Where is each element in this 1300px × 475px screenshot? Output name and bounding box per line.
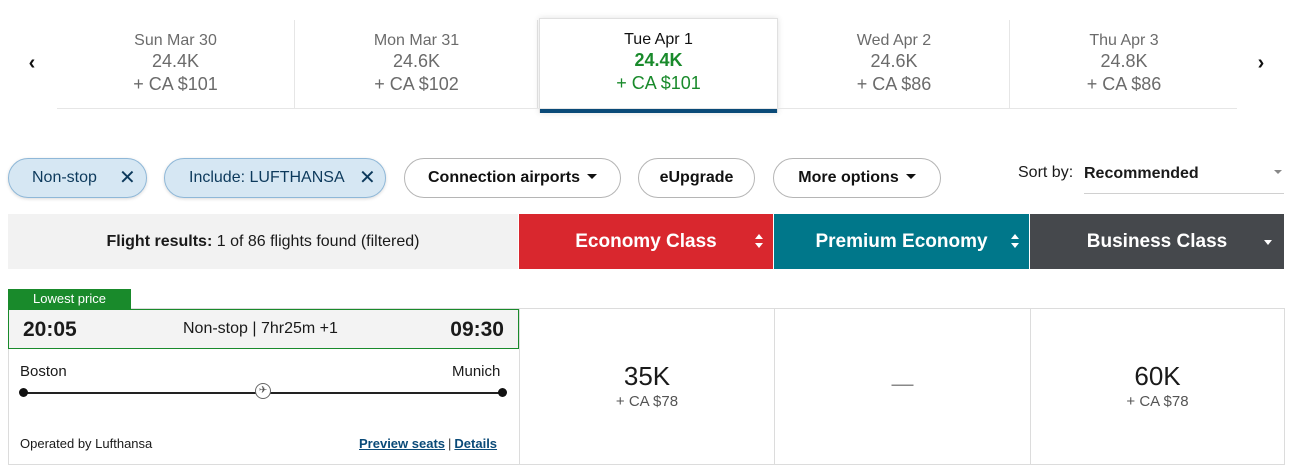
operated-by: Operated by Lufthansa <box>20 436 153 451</box>
more-options-dropdown[interactable]: More options <box>773 158 941 198</box>
close-icon[interactable]: ✕ <box>119 167 136 189</box>
date-label: Wed Apr 2 <box>856 32 932 49</box>
filter-chip-label: Include: LUFTHANSA <box>189 169 345 186</box>
flight-time-bar: 20:05 Non-stop | 7hr25m +1 09:30 <box>8 309 519 349</box>
cabin-header-premium-economy[interactable]: Premium Economy <box>774 214 1029 269</box>
sort-arrows-icon <box>1011 234 1019 250</box>
date-label: Tue Apr 1 <box>624 31 693 48</box>
previous-dates-arrow-icon[interactable]: ‹ <box>28 52 36 74</box>
date-label: Sun Mar 30 <box>134 32 217 49</box>
date-carousel: ‹ Sun Mar 30 24.4K + CA $101 Mon Mar 31 … <box>0 0 1300 120</box>
results-prefix: Flight results: <box>106 233 213 250</box>
fare-business[interactable]: 60K + CA $78 <box>1030 309 1284 464</box>
flight-results-summary: Flight results: 1 of 86 flights found (f… <box>8 214 518 269</box>
cabin-header-label: Business Class <box>1086 231 1228 252</box>
date-cash: + CA $86 <box>1086 74 1162 94</box>
filter-chip-label: Non-stop <box>32 169 97 186</box>
date-option-mon-mar-31[interactable]: Mon Mar 31 24.6K + CA $102 <box>296 20 538 108</box>
fare-premium-economy: — <box>774 309 1030 464</box>
cabin-header-label: Economy Class <box>575 231 717 252</box>
date-option-sun-mar-30[interactable]: Sun Mar 30 24.4K + CA $101 <box>57 20 295 108</box>
caret-down-icon <box>1274 170 1282 174</box>
cabin-header-label: Premium Economy <box>815 231 988 252</box>
link-separator: | <box>448 436 452 451</box>
destination-city: Munich <box>452 363 501 380</box>
date-divider <box>57 108 1237 109</box>
fare-cash: + CA $78 <box>1126 393 1189 410</box>
cabin-header-business[interactable]: Business Class <box>1030 214 1284 269</box>
date-miles: 24.4K <box>634 50 683 70</box>
date-cash: + CA $86 <box>856 74 932 94</box>
fare-miles: 35K <box>623 361 671 391</box>
more-options-label: More options <box>798 169 899 186</box>
date-miles: 24.8K <box>1100 51 1148 71</box>
sort-select[interactable]: Recommended <box>1084 160 1284 194</box>
eupgrade-button[interactable]: eUpgrade <box>638 158 755 198</box>
sort-by-label: Sort by: <box>1018 164 1074 181</box>
connection-airports-dropdown[interactable]: Connection airports <box>404 158 621 198</box>
arrival-time: 09:30 <box>450 318 504 341</box>
filter-chip-include-lufthansa[interactable]: Include: LUFTHANSA ✕ <box>164 158 386 198</box>
date-cash: + CA $101 <box>616 73 701 93</box>
cabin-header-economy[interactable]: Economy Class <box>519 214 773 269</box>
date-cash: + CA $102 <box>374 74 459 94</box>
date-option-wed-apr-2[interactable]: Wed Apr 2 24.6K + CA $86 <box>779 20 1010 108</box>
fare-economy[interactable]: 35K + CA $78 <box>519 309 774 464</box>
close-icon[interactable]: ✕ <box>359 167 376 189</box>
caret-down-icon <box>905 173 916 179</box>
departure-time: 20:05 <box>23 318 77 341</box>
sort-arrows-icon <box>755 234 763 250</box>
date-label: Thu Apr 3 <box>1089 32 1159 49</box>
origin-city: Boston <box>20 363 67 380</box>
fare-cash: + CA $78 <box>615 393 679 410</box>
destination-dot-icon <box>498 388 507 397</box>
date-cash: + CA $101 <box>133 74 218 94</box>
date-option-thu-apr-3[interactable]: Thu Apr 3 24.8K + CA $86 <box>1011 20 1237 108</box>
eupgrade-label: eUpgrade <box>659 169 734 186</box>
flight-duration: Non-stop | 7hr25m +1 <box>183 320 338 337</box>
date-miles: 24.6K <box>870 51 918 71</box>
selected-date-indicator <box>540 108 777 113</box>
date-miles: 24.4K <box>151 51 200 71</box>
results-count: 1 of 86 flights found (filtered) <box>216 233 420 250</box>
fare-miles: 60K <box>1134 361 1181 391</box>
connection-airports-label: Connection airports <box>427 169 580 186</box>
caret-down-icon <box>1264 240 1272 245</box>
details-link[interactable]: Details <box>454 436 498 451</box>
caret-down-icon <box>587 173 597 179</box>
date-option-tue-apr-1-selected[interactable]: Tue Apr 1 24.4K + CA $101 <box>539 18 778 113</box>
lowest-price-badge: Lowest price <box>8 289 131 309</box>
airplane-icon: ✈ <box>255 383 271 399</box>
preview-seats-link[interactable]: Preview seats <box>359 436 446 451</box>
origin-dot-icon <box>19 388 28 397</box>
flight-links: Preview seats | Details <box>359 436 497 451</box>
flight-result-card <box>8 308 1285 465</box>
next-dates-arrow-icon[interactable]: › <box>1257 52 1265 74</box>
date-label: Mon Mar 31 <box>373 32 460 49</box>
fare-unavailable: — <box>891 371 914 396</box>
filter-chip-non-stop[interactable]: Non-stop ✕ <box>8 158 147 198</box>
date-miles: 24.6K <box>392 51 441 71</box>
